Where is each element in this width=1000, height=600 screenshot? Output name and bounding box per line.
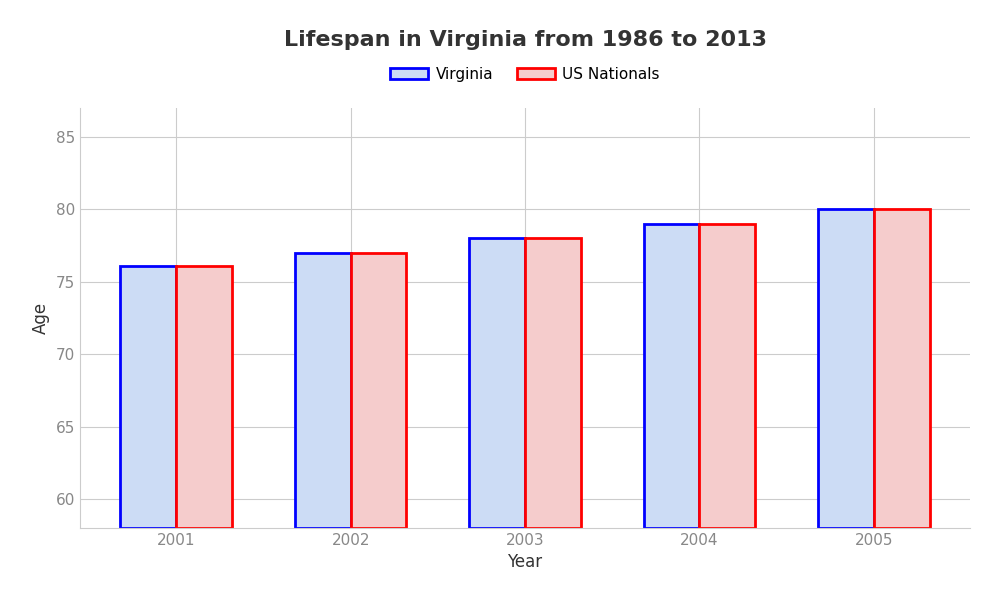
Bar [818, 209, 874, 528]
Bar [874, 209, 930, 528]
Title: Lifespan in Virginia from 1986 to 2013: Lifespan in Virginia from 1986 to 2013 [284, 29, 767, 49]
Y-axis label: Age: Age [32, 302, 50, 334]
Legend: Virginia, US Nationals: Virginia, US Nationals [384, 61, 666, 88]
Bar [644, 224, 699, 528]
Bar [525, 238, 581, 528]
Bar [295, 253, 351, 528]
Bar [699, 224, 755, 528]
Bar [120, 266, 176, 528]
Bar [469, 238, 525, 528]
Bar [351, 253, 406, 528]
X-axis label: Year: Year [507, 553, 543, 571]
Bar [176, 266, 232, 528]
